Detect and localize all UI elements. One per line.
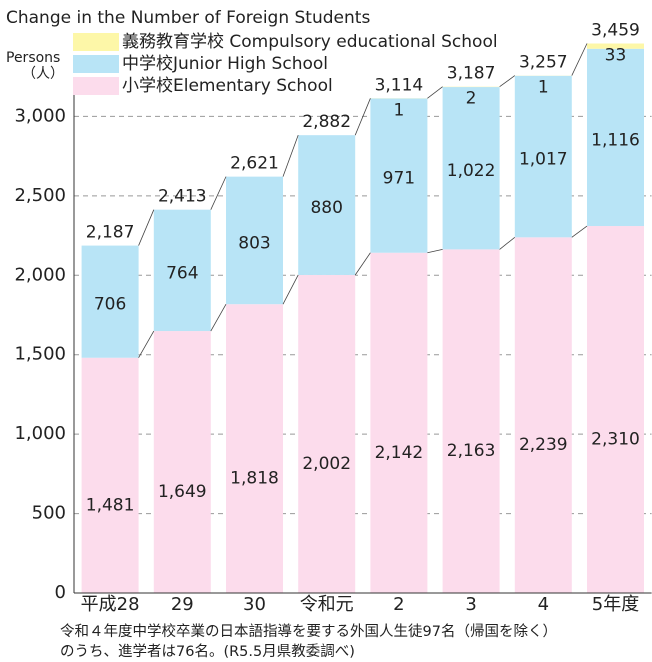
bar-segment: [370, 98, 428, 253]
y-axis-label: （人）: [22, 66, 64, 82]
legend-label: 小学校Elementary School: [122, 76, 333, 96]
legend-swatch: [73, 77, 119, 95]
connector: [282, 274, 299, 305]
y-tick-label: 0: [55, 582, 66, 603]
y-tick-label: 500: [32, 503, 66, 524]
bar-segment: [370, 252, 428, 593]
total-label: 2,187: [86, 223, 135, 243]
bar-segment: [514, 237, 572, 594]
data-label: 1,818: [230, 469, 279, 489]
legend-label: 中学校Junior High School: [122, 54, 328, 74]
bar-segment: [226, 176, 283, 305]
data-label: 33: [605, 46, 627, 66]
data-label: 1,116: [591, 130, 640, 150]
data-label: 971: [383, 169, 415, 189]
connector: [427, 249, 443, 254]
data-label: 1,022: [447, 161, 496, 181]
legend-swatch: [73, 33, 119, 51]
y-tick-label: 1,500: [14, 344, 66, 365]
connector: [571, 43, 588, 76]
connector: [427, 86, 443, 99]
data-label: 1,017: [519, 150, 568, 170]
connector: [354, 98, 371, 136]
data-label: 2,142: [375, 443, 424, 463]
data-label: 2,163: [447, 441, 496, 461]
chart-title: Change in the Number of Foreign Students: [6, 8, 370, 28]
connector: [210, 304, 227, 332]
y-tick-label: 3,000: [14, 105, 66, 126]
x-tick-label: 30: [243, 594, 266, 615]
legend-swatch: [73, 55, 119, 73]
total-label: 2,882: [302, 112, 351, 132]
data-label: 764: [166, 263, 198, 283]
connector: [210, 176, 227, 210]
bar-segment: [587, 48, 644, 227]
bar-segment: [81, 357, 139, 593]
connector: [354, 252, 371, 276]
y-tick-label: 2,000: [14, 264, 66, 285]
y-tick-label: 2,500: [14, 185, 66, 206]
connector: [571, 225, 588, 238]
bar-segment: [298, 274, 356, 593]
x-tick-label: 2: [393, 594, 404, 615]
data-label: 2,239: [519, 435, 568, 455]
data-label: 1,649: [158, 482, 207, 502]
data-label: 2: [466, 89, 477, 109]
bar-segment: [587, 226, 644, 594]
total-label: 3,114: [375, 75, 424, 95]
x-tick-label: 29: [171, 594, 194, 615]
x-tick-label: 4: [538, 594, 549, 615]
bar-segment: [226, 304, 283, 593]
bar-segment: [153, 209, 211, 332]
bar-segment: [587, 43, 644, 49]
data-label: 880: [310, 198, 342, 218]
x-tick-label: 5年度: [592, 594, 639, 615]
y-tick-label: 1,000: [14, 423, 66, 444]
connector: [282, 135, 299, 177]
note: 令和４年度中学校卒業の日本語指導を要する外国人生徒97名（帰国を除く）: [60, 622, 557, 640]
legend-label: 義務教育学校 Compulsory educational School: [122, 32, 498, 52]
total-label: 3,257: [519, 53, 568, 73]
data-label: 1,481: [86, 495, 135, 515]
data-label: 2,002: [302, 454, 351, 474]
bar-segment: [153, 331, 211, 593]
total-label: 2,621: [230, 154, 279, 174]
connector: [499, 75, 516, 88]
data-label: 2,310: [591, 430, 640, 450]
note: のうち、進学者は76名。(R5.5月県教委調べ): [60, 643, 355, 660]
connector: [138, 330, 155, 358]
data-label: 803: [238, 233, 270, 253]
x-tick-label: 平成28: [81, 594, 140, 615]
connector: [499, 237, 516, 250]
bar-segment: [81, 245, 139, 358]
x-tick-label: 3: [465, 594, 476, 615]
y-axis-label: Persons: [6, 50, 60, 66]
data-label: 1: [538, 78, 549, 98]
total-label: 3,459: [591, 21, 640, 41]
total-label: 2,413: [158, 187, 207, 207]
bar-segment: [442, 87, 500, 250]
bar-segment: [298, 135, 356, 275]
data-label: 1: [393, 100, 404, 120]
bar-segment: [514, 75, 572, 238]
connector: [138, 209, 155, 246]
data-label: 706: [94, 295, 126, 315]
bar-segment: [442, 249, 500, 593]
total-label: 3,187: [447, 64, 496, 84]
x-tick-label: 令和元: [300, 594, 354, 615]
